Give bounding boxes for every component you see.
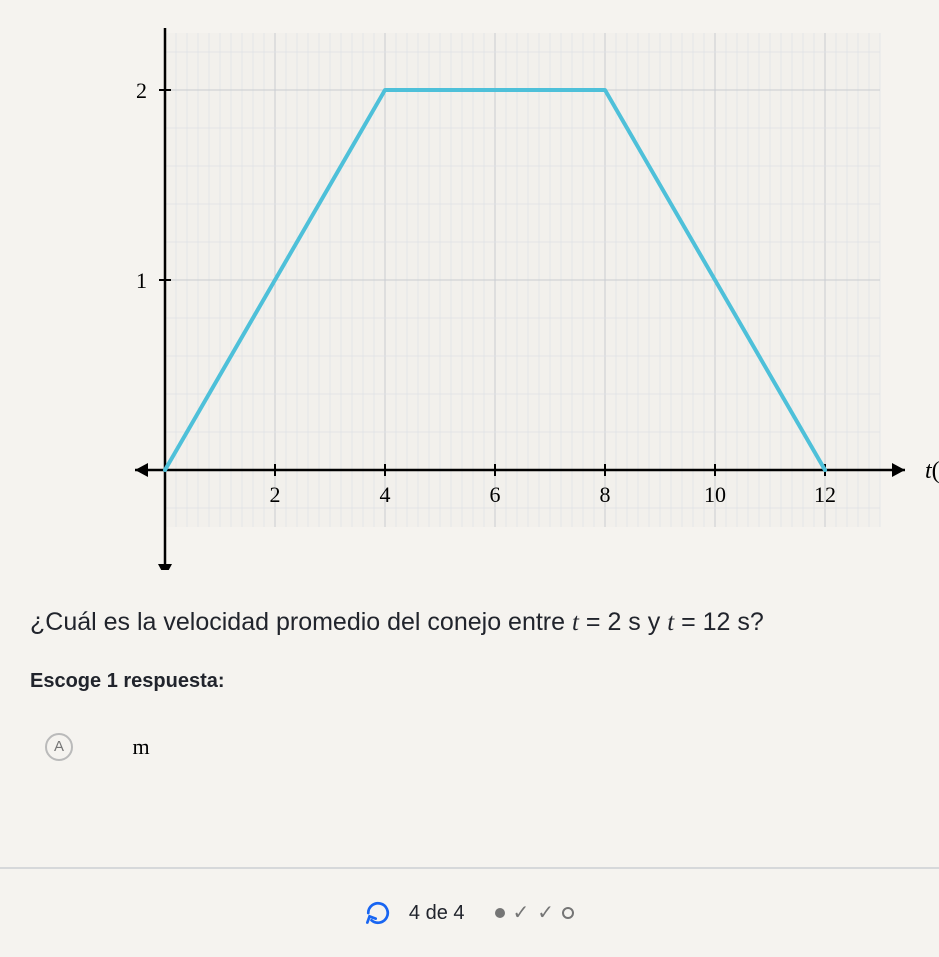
var-t-1: t xyxy=(572,609,579,636)
val-2: 12 s? xyxy=(703,608,764,636)
footer-bar: 4 de 4 ✓ ✓ xyxy=(0,867,939,957)
svg-text:10: 10 xyxy=(704,482,726,507)
answer-option-a[interactable]: A m xyxy=(30,733,909,761)
svg-text:1: 1 xyxy=(136,268,147,293)
eq-2: = xyxy=(674,608,703,636)
prompt-text: Escoge 1 respuesta: xyxy=(30,670,909,693)
svg-text:12: 12 xyxy=(814,482,836,507)
val-1: 2 s xyxy=(607,608,640,636)
option-letter-circle: A xyxy=(45,733,73,761)
status-dot-empty xyxy=(562,907,574,919)
and-text: y xyxy=(641,608,667,636)
status-check-icon: ✓ xyxy=(513,903,530,923)
question-section: ¿Cuál es la velocidad promedio del conej… xyxy=(0,605,939,761)
svg-text:6: 6 xyxy=(490,482,501,507)
question-text: ¿Cuál es la velocidad promedio del conej… xyxy=(30,605,909,640)
svg-text:4: 4 xyxy=(380,482,391,507)
chart-svg: 2468101212t(s) xyxy=(125,0,939,570)
svg-text:2: 2 xyxy=(270,482,281,507)
svg-text:t(s): t(s) xyxy=(925,458,939,484)
progress-text: 4 de 4 xyxy=(409,902,465,925)
question-prefix: ¿Cuál es la velocidad promedio del conej… xyxy=(30,608,572,636)
svg-text:8: 8 xyxy=(600,482,611,507)
velocity-chart: 2468101212t(s) xyxy=(125,0,939,570)
eq-1: = xyxy=(579,608,608,636)
option-a-content: m xyxy=(132,734,149,760)
progress-indicators: ✓ ✓ xyxy=(495,903,575,923)
svg-text:2: 2 xyxy=(136,78,147,103)
refresh-icon[interactable] xyxy=(365,900,391,926)
status-dot-filled xyxy=(495,908,505,918)
status-check-icon: ✓ xyxy=(537,903,554,923)
